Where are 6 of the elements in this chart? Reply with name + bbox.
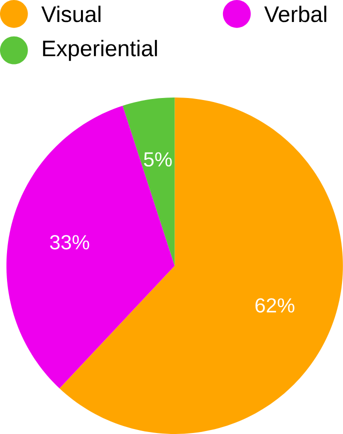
data-label: 33% [50,235,90,250]
legend-label: Visual [41,6,100,22]
legend-label: Verbal [264,6,326,22]
legend-label: Experiential [43,40,157,61]
data-label: 62% [256,298,294,313]
data-label: 5% [144,152,172,167]
